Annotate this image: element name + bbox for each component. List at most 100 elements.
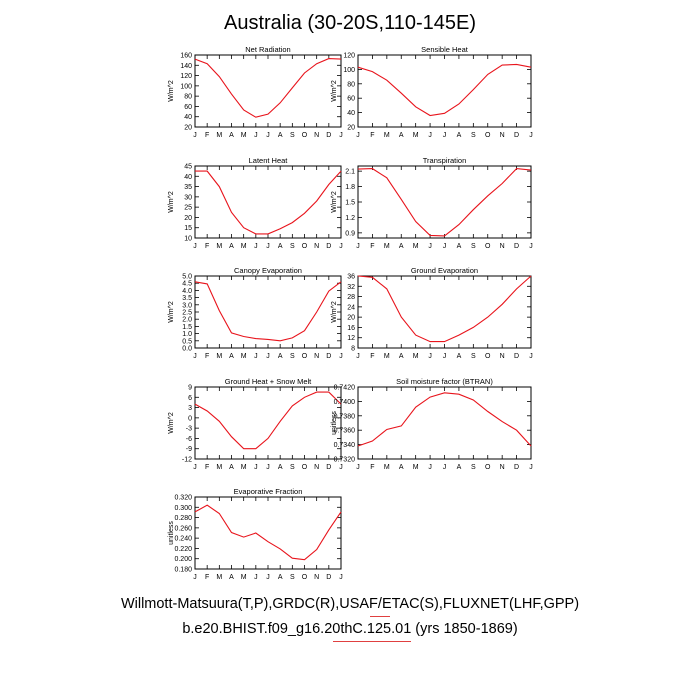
x-tick-label: S — [471, 353, 476, 360]
x-tick-label: J — [443, 132, 447, 139]
x-tick-label: J — [193, 574, 197, 581]
series-line — [357, 392, 532, 447]
x-tick-label: N — [314, 464, 319, 471]
x-tick-label: O — [485, 353, 491, 360]
x-tick-label: J — [356, 353, 360, 360]
x-tick-label: A — [278, 353, 283, 360]
x-tick-label: F — [205, 353, 209, 360]
y-axis-label: W/m^2 — [331, 301, 338, 323]
series-line — [357, 168, 532, 237]
plot-frame — [194, 54, 342, 128]
x-tick-label: O — [302, 243, 308, 250]
x-tick-label: N — [500, 132, 505, 139]
x-tick-label: J — [266, 574, 270, 581]
y-tick-label: 0.7420 — [334, 385, 356, 392]
x-tick-label: N — [500, 353, 505, 360]
y-tick-label: 100 — [180, 83, 192, 90]
x-tick-label: F — [205, 243, 209, 250]
chart-panel: Transpiration W/m^2 0.9 1.2 1.5 1.8 2.1 J F M A M J J… — [331, 156, 533, 250]
x-tick-label: J — [356, 132, 360, 139]
y-tick-label: 60 — [184, 104, 192, 111]
x-tick-label: S — [290, 353, 295, 360]
y-tick-label: 20 — [184, 215, 192, 222]
x-tick-label: J — [266, 132, 270, 139]
chart-panel: Canopy Evaporation W/m^2 0.00.51.01.52.02.… — [168, 266, 343, 360]
chart-panel: Net Radiation W/m^2 20 40 60 80 100 120 140 160 J F… — [168, 45, 343, 139]
x-tick-label: J — [428, 353, 432, 360]
x-tick-label: A — [399, 132, 404, 139]
x-tick-label: A — [399, 243, 404, 250]
y-tick-label: 2.1 — [345, 169, 355, 176]
y-tick-label: 120 — [180, 73, 192, 80]
x-tick-label: J — [529, 243, 533, 250]
x-tick-label: M — [384, 243, 390, 250]
x-tick-label: J — [254, 243, 258, 250]
y-tick-label: 40 — [184, 114, 192, 121]
x-tick-label: N — [500, 243, 505, 250]
y-tick-label: 2.0 — [182, 317, 192, 324]
x-tick-label: J — [254, 353, 258, 360]
x-tick-label: D — [326, 574, 331, 581]
x-tick-label: A — [278, 132, 283, 139]
x-tick-label: O — [302, 353, 308, 360]
x-tick-label: J — [193, 243, 197, 250]
y-tick-label: 9 — [188, 385, 192, 392]
x-tick-label: J — [339, 132, 343, 139]
x-tick-label: J — [356, 464, 360, 471]
plot-frame — [194, 386, 342, 460]
x-tick-label: M — [241, 132, 247, 139]
y-tick-label: 140 — [180, 63, 192, 70]
x-tick-label: S — [471, 243, 476, 250]
y-tick-label: 1.2 — [345, 215, 355, 222]
y-axis-label: W/m^2 — [331, 80, 338, 102]
x-tick-label: A — [457, 243, 462, 250]
panel-title: Soil moisture factor (BTRAN) — [396, 377, 493, 386]
x-tick-label: M — [413, 464, 419, 471]
y-axis-label: W/m^2 — [168, 80, 175, 102]
chart-panel: Evaporative Fraction unitless 0.180 0.200 0.… — [168, 487, 343, 581]
y-tick-label: 80 — [184, 94, 192, 101]
y-tick-label: 10 — [184, 236, 192, 243]
y-axis-label: W/m^2 — [168, 191, 175, 213]
x-tick-label: M — [216, 132, 222, 139]
x-tick-label: A — [457, 132, 462, 139]
x-tick-label: O — [302, 464, 308, 471]
y-tick-label: 0.200 — [174, 556, 192, 563]
y-tick-label: 100 — [343, 67, 355, 74]
y-tick-label: 0.280 — [174, 515, 192, 522]
x-tick-label: J — [428, 132, 432, 139]
x-tick-label: F — [370, 464, 374, 471]
y-tick-label: 0.7360 — [334, 428, 356, 435]
x-tick-label: S — [290, 132, 295, 139]
y-tick-label: 1.0 — [182, 331, 192, 338]
y-tick-label: 0.7320 — [334, 457, 356, 464]
x-tick-label: J — [529, 464, 533, 471]
y-tick-label: -9 — [186, 446, 192, 453]
x-tick-label: A — [399, 353, 404, 360]
x-tick-label: M — [216, 353, 222, 360]
y-tick-label: 3.5 — [182, 295, 192, 302]
y-tick-label: 2.5 — [182, 310, 192, 317]
y-tick-label: 45 — [184, 164, 192, 171]
y-tick-label: 0.220 — [174, 546, 192, 553]
x-tick-label: A — [229, 243, 234, 250]
y-tick-label: 0.5 — [182, 338, 192, 345]
y-tick-label: 8 — [351, 346, 355, 353]
panel-title: Evaporative Fraction — [234, 487, 303, 496]
x-tick-label: A — [457, 353, 462, 360]
y-tick-label: 40 — [347, 110, 355, 117]
panel-title: Ground Evaporation — [411, 266, 478, 275]
x-tick-label: F — [370, 132, 374, 139]
y-tick-label: 36 — [347, 274, 355, 281]
y-tick-label: 160 — [180, 53, 192, 60]
x-tick-label: J — [443, 243, 447, 250]
x-tick-label: F — [205, 574, 209, 581]
x-tick-label: M — [216, 574, 222, 581]
y-tick-label: 24 — [347, 304, 355, 311]
x-tick-label: O — [485, 132, 491, 139]
series-line — [195, 170, 342, 235]
x-tick-label: A — [278, 464, 283, 471]
x-tick-label: A — [229, 574, 234, 581]
y-tick-label: 3 — [188, 405, 192, 412]
y-tick-label: 20 — [347, 125, 355, 132]
